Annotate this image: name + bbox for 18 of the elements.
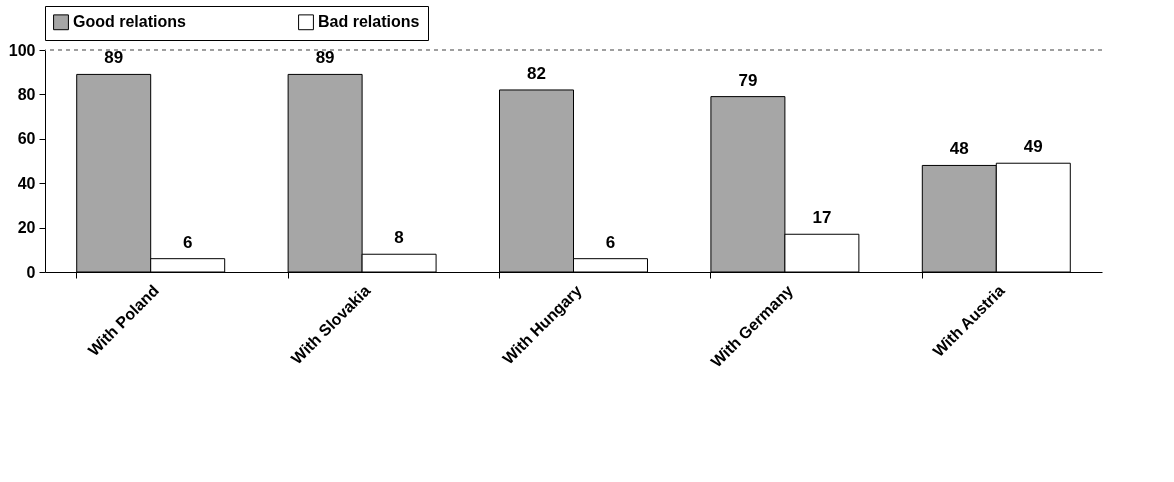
- y-tick-label: 0: [26, 263, 36, 281]
- legend-label: Good relations: [73, 13, 186, 31]
- y-tick-label: 40: [17, 174, 36, 192]
- legend-label: Bad relations: [318, 13, 420, 31]
- data-label: 17: [812, 208, 832, 228]
- y-tick-label: 20: [17, 219, 36, 237]
- y-tick-label: 80: [17, 85, 36, 103]
- data-label: 49: [1023, 137, 1043, 157]
- data-label: 6: [182, 232, 193, 252]
- y-tick-label: 60: [17, 130, 36, 148]
- y-tick-label: 100: [8, 41, 36, 59]
- data-label: 82: [527, 63, 546, 83]
- data-label: 6: [605, 232, 616, 252]
- data-label: 89: [104, 48, 124, 68]
- data-label: 79: [738, 70, 758, 90]
- data-label: 48: [949, 139, 969, 159]
- data-label: 89: [315, 48, 335, 68]
- data-label: 8: [394, 228, 404, 248]
